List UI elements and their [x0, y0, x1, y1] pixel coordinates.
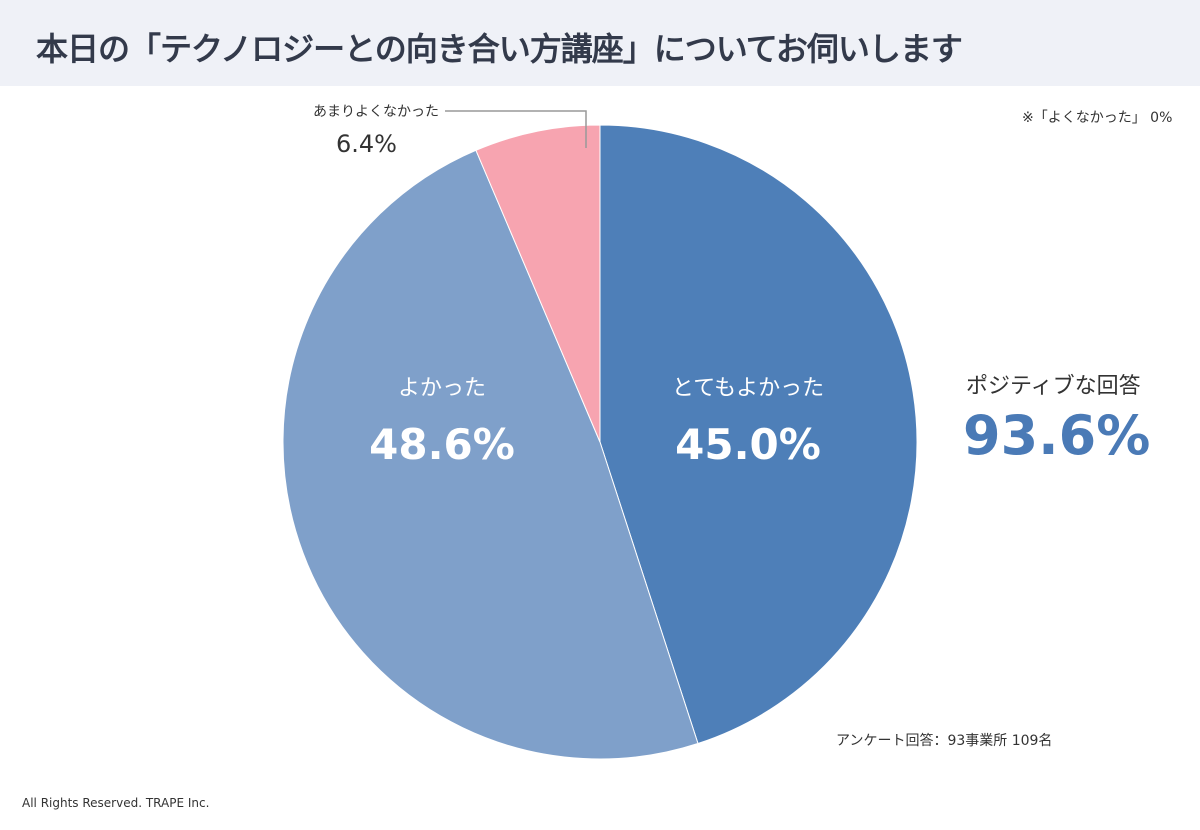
slice-good: [282, 149, 699, 760]
slice-very-good: [599, 124, 918, 745]
page-title: 本日の「テクノロジーとの向き合い方講座」についてお伺いします: [36, 30, 963, 68]
slice-label-good: よかった 48.6%: [369, 370, 515, 469]
note: ※「よくなかった」 0%: [1022, 110, 1173, 126]
leader-line: [445, 110, 587, 148]
slice-value-not-good: 6.4%: [336, 130, 397, 158]
positive-label: ポジティブな回答: [966, 374, 1141, 399]
slice-value: 45.0%: [675, 420, 821, 469]
slice-name: とてもよかった: [671, 376, 825, 401]
slice-not-good: [475, 124, 601, 443]
slice-value: 48.6%: [369, 420, 515, 469]
slice-label-very-good: とてもよかった 45.0%: [672, 370, 824, 469]
title-bar: [0, 0, 1200, 86]
slice-name: よかった: [397, 376, 486, 401]
slice-label-not-good: あまりよくなかった: [313, 104, 439, 120]
survey-count: アンケート回答：93事業所 109名: [836, 733, 1053, 749]
footer-copyright: All Rights Reserved. TRAPE Inc.: [22, 796, 210, 810]
positive-value: 93.6%: [963, 404, 1151, 467]
